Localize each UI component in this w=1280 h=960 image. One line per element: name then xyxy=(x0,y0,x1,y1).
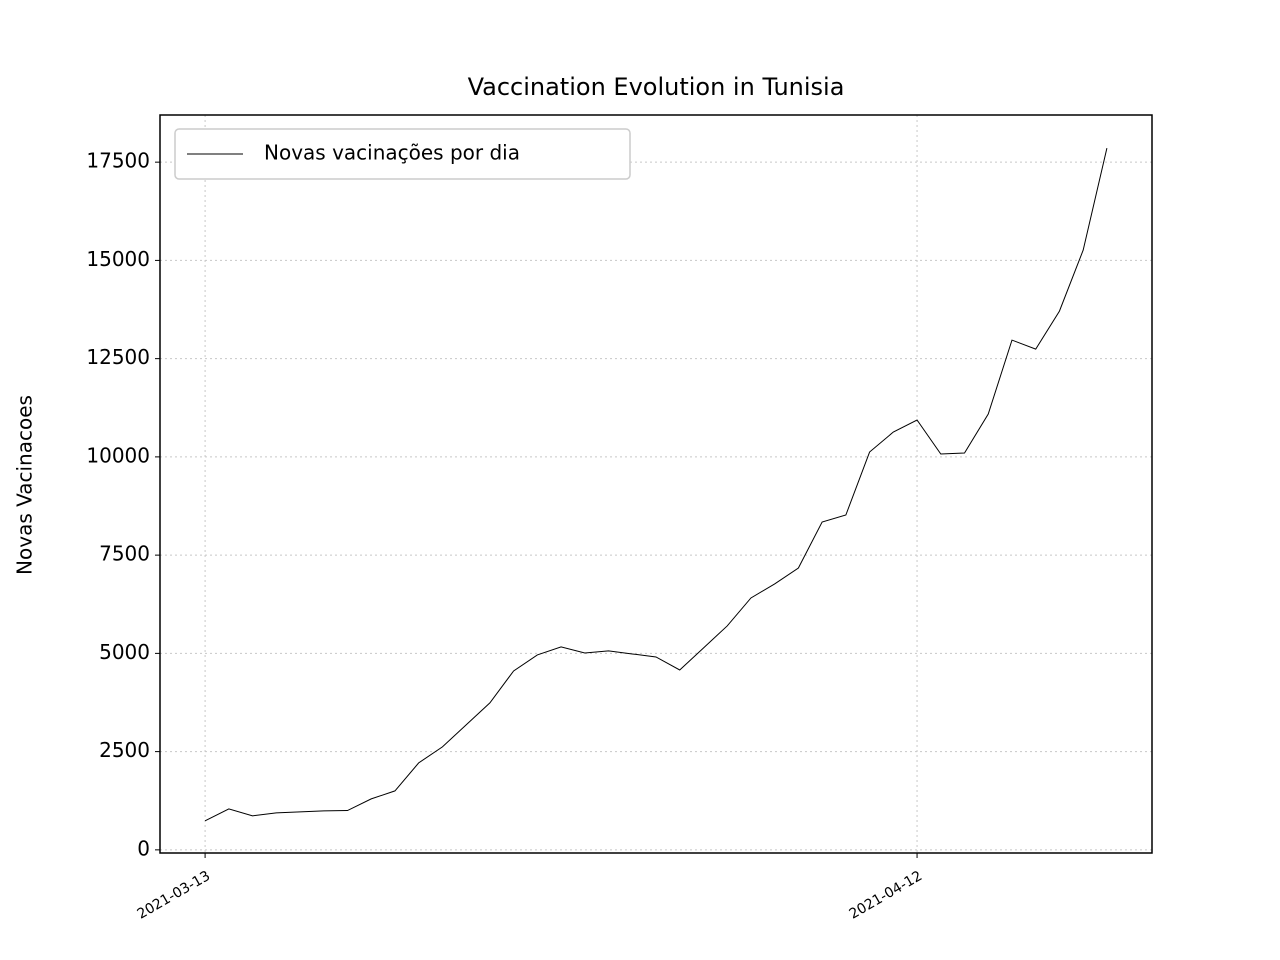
plot-frame xyxy=(159,114,1153,854)
legend-label: Novas vacinações por dia xyxy=(264,141,520,165)
x-tick-label: 2021-03-13 xyxy=(135,868,213,923)
y-tick-label: 5000 xyxy=(99,640,150,664)
y-tick-label: 0 xyxy=(137,836,150,860)
y-tick-label: 15000 xyxy=(86,247,150,271)
y-axis-label: Novas Vacinacoes xyxy=(13,395,37,575)
data-line xyxy=(204,148,1108,822)
legend-box xyxy=(174,128,631,180)
x-tick-label: 2021-04-12 xyxy=(847,868,925,923)
x-axis-label: Data xyxy=(632,957,680,960)
chart-title: Vaccination Evolution in Tunisia xyxy=(468,73,845,101)
y-tick-label: 12500 xyxy=(86,345,150,369)
y-tick-label: 10000 xyxy=(86,443,150,467)
y-tick-label: 17500 xyxy=(86,149,150,173)
y-tick-label: 7500 xyxy=(99,542,150,566)
y-tick-label: 2500 xyxy=(99,738,150,762)
